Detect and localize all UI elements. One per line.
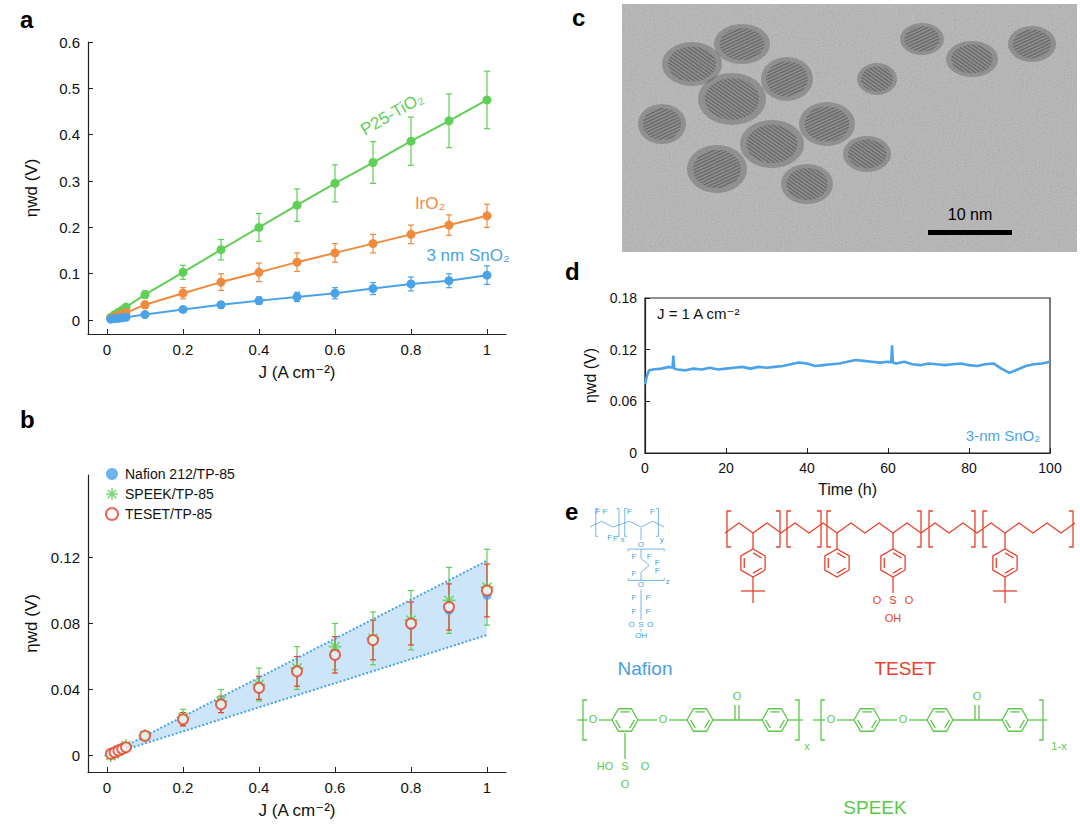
svg-text:O: O (638, 580, 644, 589)
html-text:b: b (20, 406, 35, 433)
svg-text:0.4: 0.4 (59, 126, 80, 143)
svg-text:F: F (655, 566, 660, 575)
svg-text:0.2: 0.2 (59, 219, 80, 236)
svg-text:0: 0 (629, 445, 637, 461)
svg-text:60: 60 (880, 460, 896, 476)
svg-text:O: O (589, 713, 598, 725)
svg-text:0.4: 0.4 (249, 341, 270, 358)
svg-text:0.4: 0.4 (249, 779, 270, 796)
svg-text:3 nm SnO₂: 3 nm SnO₂ (426, 246, 509, 265)
svg-text:1: 1 (483, 779, 491, 796)
svg-text:S: S (638, 620, 644, 629)
svg-text:0: 0 (641, 460, 649, 476)
svg-text:O: O (641, 760, 650, 772)
svg-text:F: F (627, 507, 632, 516)
svg-text:O: O (659, 713, 668, 725)
svg-text:TESET: TESET (874, 658, 936, 679)
svg-text:OH: OH (885, 612, 902, 624)
svg-text:0: 0 (103, 341, 111, 358)
svg-text:3-nm SnO₂: 3-nm SnO₂ (966, 427, 1040, 444)
svg-text:x: x (804, 740, 810, 752)
svg-text:J = 1 A cm⁻²: J = 1 A cm⁻² (657, 305, 740, 322)
svg-text:O: O (629, 620, 635, 629)
svg-text:0.18: 0.18 (610, 290, 637, 306)
svg-text:F: F (613, 534, 618, 543)
svg-text:J (A cm⁻²): J (A cm⁻²) (259, 801, 336, 820)
svg-text:F: F (632, 593, 637, 602)
svg-text:F: F (632, 607, 637, 616)
svg-text:0.08: 0.08 (51, 615, 80, 632)
svg-text:ηwd (V): ηwd (V) (22, 594, 41, 653)
svg-text:1: 1 (483, 341, 491, 358)
svg-text:Nafion 212/TP-85: Nafion 212/TP-85 (125, 466, 235, 482)
svg-text:0: 0 (103, 779, 111, 796)
svg-text:Nafion: Nafion (618, 658, 673, 679)
svg-text:0.12: 0.12 (610, 342, 637, 358)
svg-text:F: F (654, 558, 660, 568)
svg-text:O: O (899, 713, 908, 725)
svg-text:100: 100 (1038, 460, 1062, 476)
svg-text:0.8: 0.8 (401, 779, 422, 796)
svg-text:1-x: 1-x (1051, 740, 1067, 752)
html-text:a: a (20, 6, 34, 33)
svg-text:0.12: 0.12 (51, 549, 80, 566)
svg-text:0.5: 0.5 (59, 80, 80, 97)
svg-text:0.3: 0.3 (59, 173, 80, 190)
svg-text:OH: OH (635, 631, 647, 640)
html-text:c: c (572, 4, 586, 31)
svg-text:0.6: 0.6 (325, 341, 346, 358)
svg-text:F: F (596, 507, 601, 516)
svg-text:0.6: 0.6 (325, 779, 346, 796)
svg-text:O: O (973, 690, 982, 702)
svg-text:O: O (905, 594, 914, 606)
svg-text:ηwd (V): ηwd (V) (22, 159, 41, 218)
svg-text:y: y (660, 535, 665, 544)
svg-text:O: O (638, 540, 644, 549)
svg-text:J (A cm⁻²): J (A cm⁻²) (259, 363, 336, 382)
svg-text:O: O (621, 778, 630, 790)
svg-text:P25-TiO₂: P25-TiO₂ (357, 88, 427, 139)
svg-text:O: O (733, 690, 742, 702)
svg-text:O: O (647, 620, 653, 629)
svg-text:F: F (645, 593, 650, 602)
svg-text:S: S (621, 760, 628, 772)
svg-text:0.1: 0.1 (59, 265, 80, 282)
svg-text:SPEEK: SPEEK (843, 797, 907, 818)
svg-text:0: 0 (72, 747, 80, 764)
svg-text:0.04: 0.04 (51, 681, 80, 698)
svg-text:F: F (607, 533, 612, 542)
svg-text:F: F (632, 569, 637, 578)
html-text:e: e (565, 498, 579, 525)
svg-text:F: F (650, 507, 655, 516)
svg-text:SPEEK/TP-85: SPEEK/TP-85 (125, 486, 214, 502)
svg-text:HO: HO (597, 760, 614, 772)
svg-text:z: z (666, 577, 670, 586)
svg-text:F: F (632, 552, 637, 561)
svg-text:x: x (620, 535, 624, 544)
svg-text:Time (h): Time (h) (818, 481, 877, 498)
svg-text:S: S (889, 594, 896, 606)
svg-text:TESET/TP-85: TESET/TP-85 (125, 506, 212, 522)
svg-text:ηwd (V): ηwd (V) (582, 348, 599, 403)
svg-text:F: F (647, 552, 652, 561)
svg-text:IrO₂: IrO₂ (415, 194, 445, 213)
html-text:d: d (565, 258, 580, 285)
svg-text:20: 20 (718, 460, 734, 476)
svg-text:0.8: 0.8 (401, 341, 422, 358)
svg-text:0.2: 0.2 (173, 779, 194, 796)
svg-text:40: 40 (799, 460, 815, 476)
svg-text:10 nm: 10 nm (948, 206, 992, 223)
svg-text:0.6: 0.6 (59, 34, 80, 51)
svg-text:F: F (603, 507, 608, 516)
svg-text:O: O (873, 594, 882, 606)
svg-text:0: 0 (72, 312, 80, 329)
svg-text:0.06: 0.06 (610, 393, 637, 409)
svg-text:80: 80 (961, 460, 977, 476)
svg-text:0.2: 0.2 (173, 341, 194, 358)
svg-text:O: O (827, 713, 836, 725)
svg-text:F: F (645, 607, 650, 616)
